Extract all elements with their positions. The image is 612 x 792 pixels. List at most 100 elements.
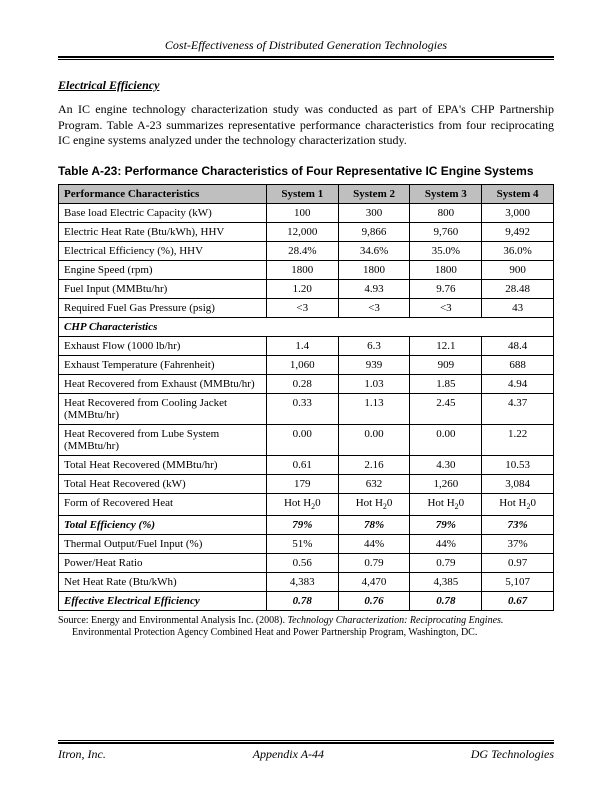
row-value: 44% <box>410 534 482 553</box>
table-row: Heat Recovered from Exhaust (MMBtu/hr)0.… <box>59 375 554 394</box>
row-value: 0.33 <box>266 394 338 425</box>
table-row: Base load Electric Capacity (kW)10030080… <box>59 204 554 223</box>
row-value: <3 <box>266 299 338 318</box>
row-value: 4,470 <box>338 572 410 591</box>
row-label: Exhaust Flow (1000 lb/hr) <box>59 337 267 356</box>
row-value: 12,000 <box>266 223 338 242</box>
row-label: Form of Recovered Heat <box>59 494 267 515</box>
source-prefix: Source: Energy and Environmental Analysi… <box>58 615 288 626</box>
row-value: 0.00 <box>266 425 338 456</box>
row-label: Engine Speed (rpm) <box>59 261 267 280</box>
row-label: Effective Electrical Efficiency <box>59 591 267 610</box>
table-row: CHP Characteristics <box>59 318 554 337</box>
row-value: Hot H20 <box>482 494 554 515</box>
table-row: Thermal Output/Fuel Input (%)51%44%44%37… <box>59 534 554 553</box>
row-value: 2.16 <box>338 456 410 475</box>
row-value: 4,385 <box>410 572 482 591</box>
row-value: 0.28 <box>266 375 338 394</box>
row-value: 3,084 <box>482 475 554 494</box>
row-value: 1.13 <box>338 394 410 425</box>
page-footer: Itron, Inc. Appendix A-44 DG Technologie… <box>58 740 554 762</box>
table-row: Heat Recovered from Lube System (MMBtu/h… <box>59 425 554 456</box>
footer-right: DG Technologies <box>471 747 554 762</box>
row-value: 300 <box>338 204 410 223</box>
col-header-system: System 2 <box>338 185 410 204</box>
source-suffix: Environmental Protection Agency Combined… <box>72 627 477 638</box>
table-row: Required Fuel Gas Pressure (psig)<3<3<34… <box>59 299 554 318</box>
row-value: 43 <box>482 299 554 318</box>
source-italic: Technology Characterization: Reciprocati… <box>288 615 504 626</box>
col-header-system: System 3 <box>410 185 482 204</box>
row-label: Heat Recovered from Cooling Jacket (MMBt… <box>59 394 267 425</box>
table-row: Effective Electrical Efficiency0.780.760… <box>59 591 554 610</box>
row-label: Total Heat Recovered (MMBtu/hr) <box>59 456 267 475</box>
row-value: 0.78 <box>410 591 482 610</box>
row-value: 688 <box>482 356 554 375</box>
row-value: 900 <box>482 261 554 280</box>
row-value: 1800 <box>410 261 482 280</box>
row-value: 1.03 <box>338 375 410 394</box>
row-value: 1.22 <box>482 425 554 456</box>
row-value: 78% <box>338 515 410 534</box>
row-value: 2.45 <box>410 394 482 425</box>
row-value: 100 <box>266 204 338 223</box>
table-row: Power/Heat Ratio0.560.790.790.97 <box>59 553 554 572</box>
row-label: Electric Heat Rate (Btu/kWh), HHV <box>59 223 267 242</box>
footer-rule <box>58 740 554 744</box>
row-value: 939 <box>338 356 410 375</box>
row-label: Exhaust Temperature (Fahrenheit) <box>59 356 267 375</box>
col-header-system: System 4 <box>482 185 554 204</box>
row-value: 6.3 <box>338 337 410 356</box>
row-value: 79% <box>266 515 338 534</box>
table-row: Engine Speed (rpm)180018001800900 <box>59 261 554 280</box>
row-value: 37% <box>482 534 554 553</box>
row-value: 9,866 <box>338 223 410 242</box>
row-value: 0.79 <box>410 553 482 572</box>
table-row: Total Heat Recovered (MMBtu/hr)0.612.164… <box>59 456 554 475</box>
section-cell: CHP Characteristics <box>59 318 554 337</box>
row-label: Fuel Input (MMBtu/hr) <box>59 280 267 299</box>
row-value: 0.76 <box>338 591 410 610</box>
row-value: 36.0% <box>482 242 554 261</box>
row-label: Power/Heat Ratio <box>59 553 267 572</box>
row-value: 0.67 <box>482 591 554 610</box>
row-value: Hot H20 <box>266 494 338 515</box>
table-row: Form of Recovered HeatHot H20Hot H20Hot … <box>59 494 554 515</box>
row-label: Total Heat Recovered (kW) <box>59 475 267 494</box>
row-value: 5,107 <box>482 572 554 591</box>
row-value: 1800 <box>266 261 338 280</box>
row-value: 28.48 <box>482 280 554 299</box>
row-value: 0.97 <box>482 553 554 572</box>
row-value: 0.78 <box>266 591 338 610</box>
row-label: Heat Recovered from Lube System (MMBtu/h… <box>59 425 267 456</box>
row-label: Total Efficiency (%) <box>59 515 267 534</box>
row-value: 48.4 <box>482 337 554 356</box>
row-value: 3,000 <box>482 204 554 223</box>
footer-left: Itron, Inc. <box>58 747 106 762</box>
row-label: Net Heat Rate (Btu/kWh) <box>59 572 267 591</box>
row-value: <3 <box>338 299 410 318</box>
row-value: 632 <box>338 475 410 494</box>
row-value: 800 <box>410 204 482 223</box>
row-value: 4.94 <box>482 375 554 394</box>
row-label: Heat Recovered from Exhaust (MMBtu/hr) <box>59 375 267 394</box>
table-row: Net Heat Rate (Btu/kWh)4,3834,4704,3855,… <box>59 572 554 591</box>
section-heading: Electrical Efficiency <box>58 78 554 93</box>
row-value: 44% <box>338 534 410 553</box>
row-value: 9.76 <box>410 280 482 299</box>
row-value: 4,383 <box>266 572 338 591</box>
table-source: Source: Energy and Environmental Analysi… <box>58 615 554 640</box>
performance-table: Performance CharacteristicsSystem 1Syste… <box>58 184 554 610</box>
table-row: Fuel Input (MMBtu/hr)1.204.939.7628.48 <box>59 280 554 299</box>
col-header-system: System 1 <box>266 185 338 204</box>
row-value: 34.6% <box>338 242 410 261</box>
row-value: 28.4% <box>266 242 338 261</box>
row-value: 1.85 <box>410 375 482 394</box>
intro-paragraph: An IC engine technology characterization… <box>58 102 554 149</box>
row-label: Thermal Output/Fuel Input (%) <box>59 534 267 553</box>
row-value: 1800 <box>338 261 410 280</box>
row-value: 73% <box>482 515 554 534</box>
row-value: 0.00 <box>410 425 482 456</box>
footer-center: Appendix A-44 <box>253 747 324 762</box>
row-value: 35.0% <box>410 242 482 261</box>
